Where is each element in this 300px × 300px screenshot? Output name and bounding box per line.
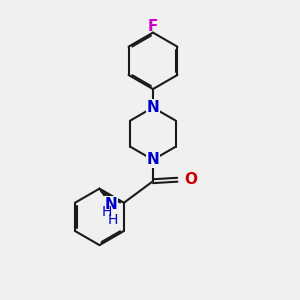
Text: N: N: [104, 196, 117, 211]
Text: H: H: [107, 212, 118, 226]
Text: N: N: [147, 152, 159, 167]
Text: N: N: [147, 100, 159, 115]
Text: O: O: [184, 172, 197, 187]
Text: F: F: [148, 19, 158, 34]
Text: H: H: [102, 206, 112, 219]
